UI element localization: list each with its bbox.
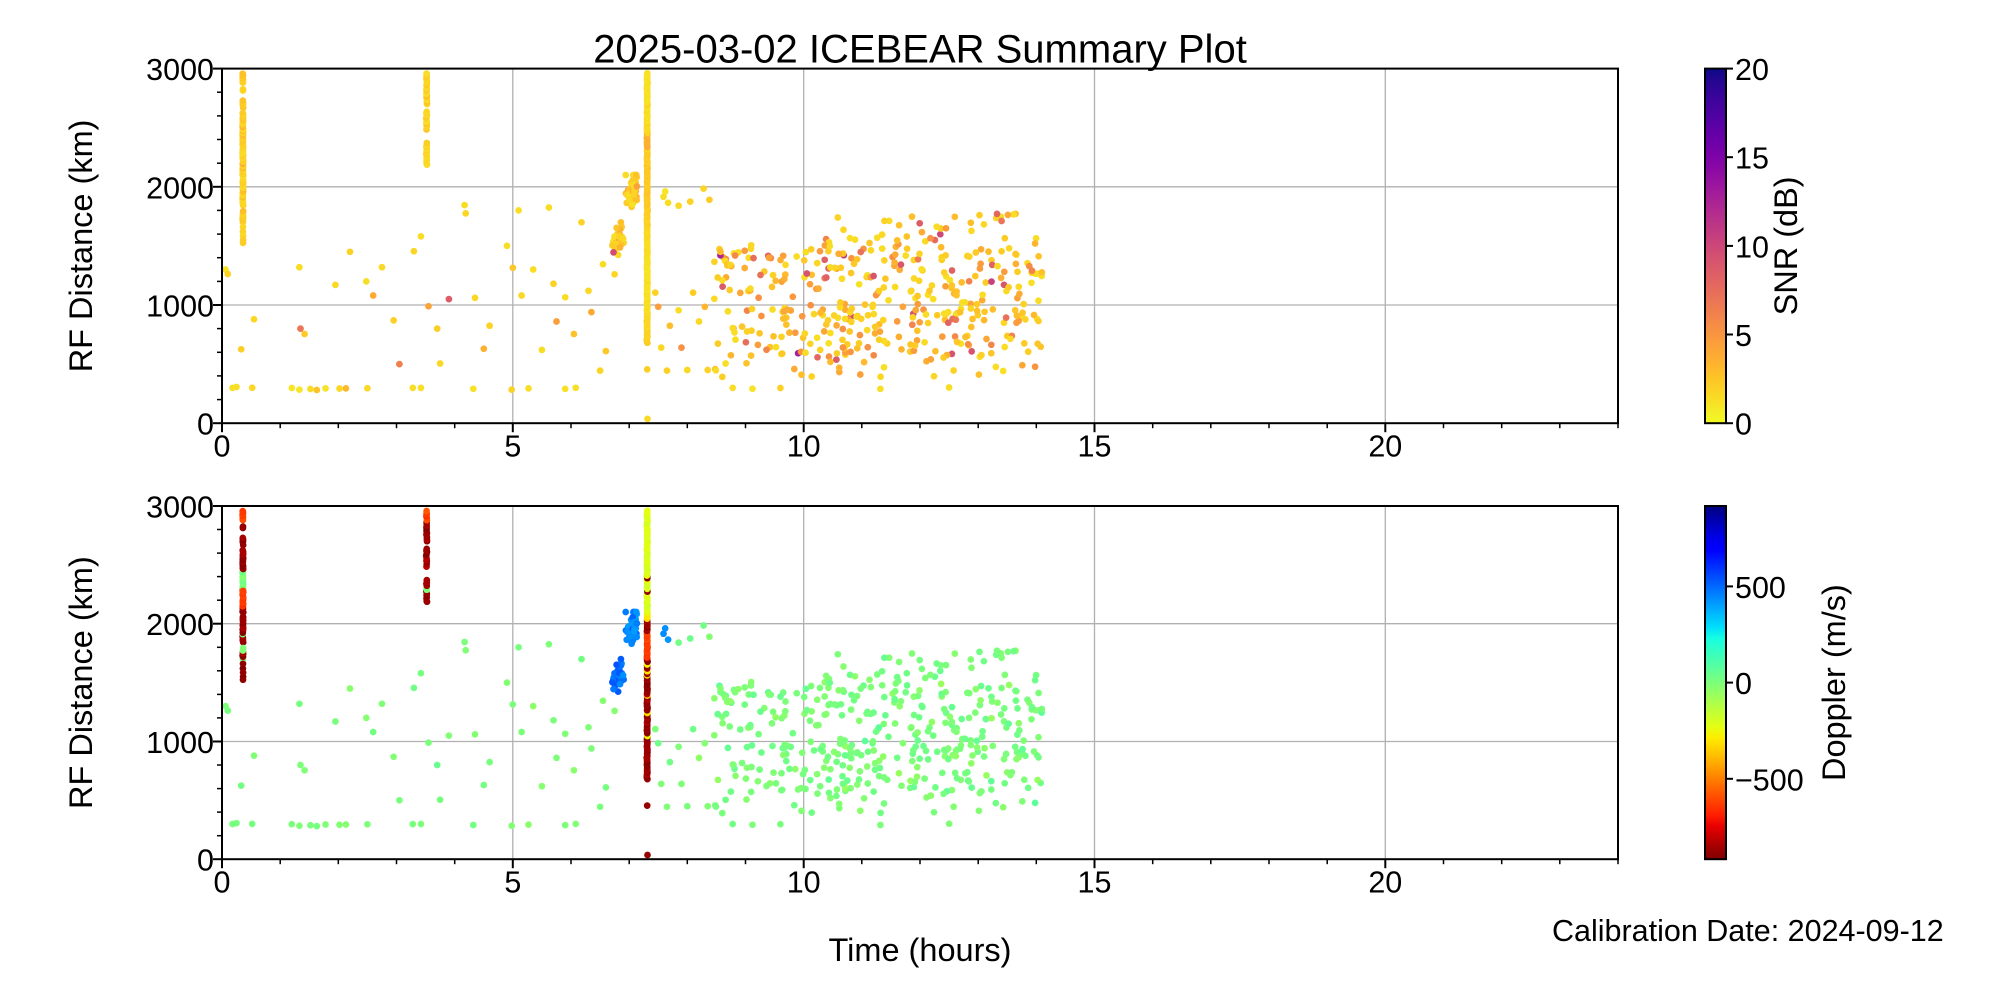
svg-text:Doppler (m/s): Doppler (m/s) bbox=[1816, 584, 1852, 781]
svg-text:10: 10 bbox=[1735, 230, 1769, 264]
svg-text:Calibration Date: 2024-09-12: Calibration Date: 2024-09-12 bbox=[1552, 914, 1944, 948]
svg-text:5: 5 bbox=[504, 430, 521, 464]
svg-text:2000: 2000 bbox=[146, 608, 214, 642]
svg-text:10: 10 bbox=[787, 430, 821, 464]
svg-text:2000: 2000 bbox=[146, 171, 214, 205]
svg-text:RF Distance (km): RF Distance (km) bbox=[63, 556, 99, 809]
svg-text:0: 0 bbox=[1735, 667, 1752, 701]
svg-text:20: 20 bbox=[1368, 866, 1402, 900]
svg-text:15: 15 bbox=[1078, 866, 1112, 900]
svg-text:Time (hours): Time (hours) bbox=[829, 932, 1012, 968]
svg-text:20: 20 bbox=[1368, 430, 1402, 464]
svg-text:2025-03-02 ICEBEAR Summary Plo: 2025-03-02 ICEBEAR Summary Plot bbox=[593, 27, 1247, 71]
svg-text:15: 15 bbox=[1078, 430, 1112, 464]
svg-text:0: 0 bbox=[214, 866, 231, 900]
svg-text:0: 0 bbox=[1735, 408, 1752, 442]
svg-text:15: 15 bbox=[1735, 142, 1769, 176]
svg-text:5: 5 bbox=[1735, 319, 1752, 353]
svg-text:SNR (dB): SNR (dB) bbox=[1768, 176, 1804, 315]
svg-text:0: 0 bbox=[197, 844, 214, 878]
svg-text:500: 500 bbox=[1735, 571, 1786, 605]
svg-text:3000: 3000 bbox=[146, 491, 214, 525]
svg-text:5: 5 bbox=[504, 866, 521, 900]
svg-text:10: 10 bbox=[787, 866, 821, 900]
svg-text:−500: −500 bbox=[1735, 763, 1804, 797]
svg-text:0: 0 bbox=[197, 408, 214, 442]
svg-text:RF Distance (km): RF Distance (km) bbox=[63, 120, 99, 373]
svg-text:20: 20 bbox=[1735, 53, 1769, 87]
svg-text:0: 0 bbox=[214, 430, 231, 464]
svg-text:1000: 1000 bbox=[146, 290, 214, 324]
svg-text:3000: 3000 bbox=[146, 53, 214, 87]
svg-text:1000: 1000 bbox=[146, 726, 214, 760]
